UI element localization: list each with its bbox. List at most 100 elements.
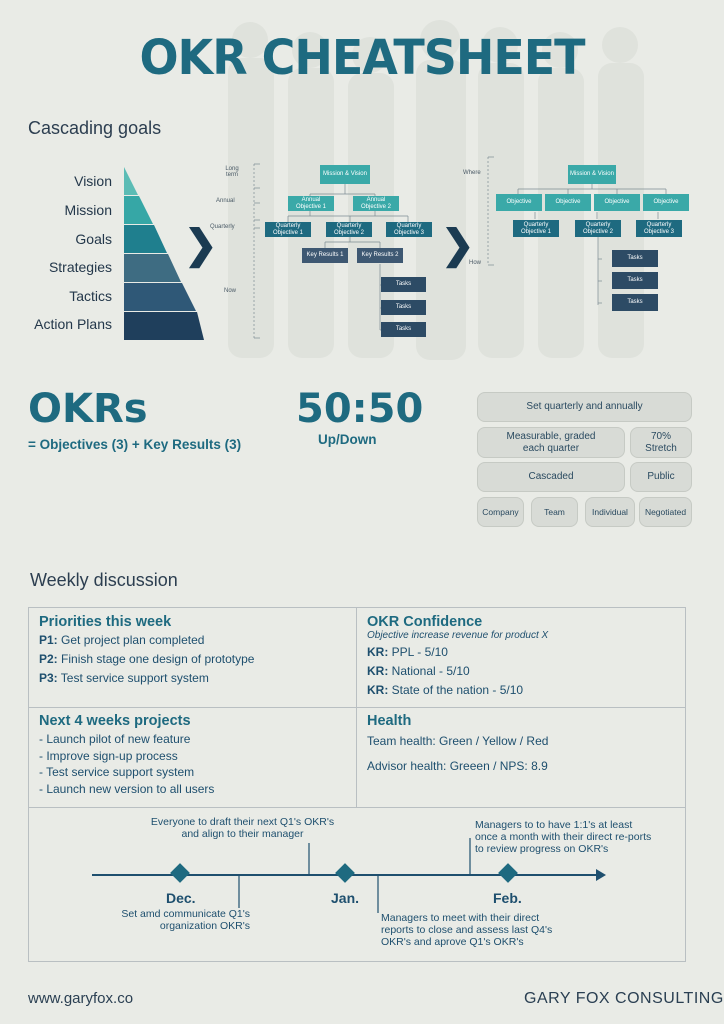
note-managers-meet: Managers to meet with their direct repor… — [381, 912, 553, 948]
tree-root: Mission & Vision — [320, 165, 370, 184]
right-task-3: Tasks — [612, 294, 658, 311]
note-communicate-okrs: Set amd communicate Q1's organization OK… — [121, 908, 250, 932]
advisor-health: Advisor health: Greeen / NPS: 8.9 — [367, 759, 548, 773]
pill-company: Company — [477, 497, 524, 527]
next4-panel: Next 4 weeks projects - Launch pilot of … — [39, 713, 349, 797]
timeline-marker-dec — [170, 863, 190, 883]
health-title: Health — [367, 713, 412, 729]
tree-key-results-2: Key Results 2 — [357, 248, 403, 263]
footer-brand: GARY FOX CONSULTING — [524, 990, 724, 1007]
priority-tag: P1: — [39, 633, 58, 647]
page-title: OKR CHEATSHEET — [139, 28, 585, 86]
priority-tag: P3: — [39, 671, 58, 685]
pyramid-label-goals: Goals — [75, 231, 112, 247]
health-panel: Health Team health: Green / Yellow / Red… — [367, 713, 677, 776]
pyramid-label-mission: Mission — [64, 202, 112, 218]
ratio-sub: Up/Down — [318, 432, 377, 447]
kr-text: State of the nation - 5/10 — [388, 683, 524, 697]
weekly-grid — [28, 607, 686, 962]
priorities-panel: Priorities this week P1: Get project pla… — [39, 614, 349, 688]
right-tree-lines — [487, 156, 667, 305]
right-task-2: Tasks — [612, 272, 658, 289]
right-objective-3: Objective — [594, 194, 640, 211]
left-tree-lines — [253, 163, 409, 339]
kr-tag: KR: — [367, 664, 389, 678]
confidence-subtitle: Objective increase revenue for product X — [367, 630, 549, 641]
note-draft-okrs: Everyone to draft their next Q1's OKR's … — [150, 816, 335, 840]
right-objective-1: Objective — [496, 194, 542, 211]
tree-quarterly-2: Quarterly Objective 2 — [326, 222, 372, 237]
priority-item: P1: Get project plan completed — [39, 631, 349, 650]
tree-task-2: Tasks — [381, 300, 426, 315]
month-feb: Feb. — [493, 890, 522, 906]
tree-key-results-1: Key Results 1 — [302, 248, 348, 263]
pill-negotiated: Negotiated — [639, 497, 692, 527]
tree-annual-2: Annual Objective 2 — [353, 196, 399, 211]
kr-text: PPL - 5/10 — [388, 645, 448, 659]
next4-item: - Launch pilot of new feature — [39, 732, 191, 746]
pill-measurable: Measurable, graded each quarter — [477, 427, 625, 458]
month-dec: Dec. — [166, 890, 196, 906]
priority-tag: P2: — [39, 652, 58, 666]
tree-quarterly-1: Quarterly Objective 1 — [265, 222, 311, 237]
axis-annual: Annual — [216, 198, 235, 204]
grid-divider-h2 — [28, 807, 686, 808]
kr-text: National - 5/10 — [388, 664, 470, 678]
next4-item: - Launch new version to all users — [39, 781, 215, 796]
kr-tag: KR: — [367, 683, 389, 697]
axis-where: Where — [463, 170, 481, 176]
pyramid-label-action-plans: Action Plans — [34, 316, 112, 332]
right-quarterly-2: Quarterly Objective 2 — [575, 220, 621, 237]
weekly-discussion-heading: Weekly discussion — [30, 570, 178, 590]
pyramid-label-strategies: Strategies — [48, 259, 112, 275]
priorities-title: Priorities this week — [39, 614, 172, 630]
okrs-heading: OKRs — [28, 386, 148, 432]
axis-long-term: Long term — [225, 166, 239, 178]
chevron-right-icon-2: ❯ — [441, 223, 475, 267]
pill-stretch: 70% Stretch — [630, 427, 692, 458]
right-objective-2: Objective — [545, 194, 591, 211]
kr-item: KR: State of the nation - 5/10 — [367, 681, 677, 700]
priority-item: P3: Test service support system — [39, 669, 349, 688]
right-objective-4: Objective — [643, 194, 689, 211]
next4-title: Next 4 weeks projects — [39, 713, 191, 729]
kr-item: KR: PPL - 5/10 — [367, 643, 677, 662]
cascading-goals-heading: Cascading goals — [28, 118, 162, 138]
pill-public: Public — [630, 462, 692, 492]
tree-annual-1: Annual Objective 1 — [288, 196, 334, 211]
timeline-marker-feb — [498, 863, 518, 883]
timeline-marker-jan — [335, 863, 355, 883]
pyramid-graphic — [124, 167, 204, 340]
right-tree-root: Mission & Vision — [568, 165, 616, 184]
priority-item: P2: Finish stage one design of prototype — [39, 650, 349, 669]
axis-now: Now — [224, 288, 237, 294]
timeline-graphic — [92, 838, 606, 913]
right-task-1: Tasks — [612, 250, 658, 267]
grid-divider-h1 — [28, 707, 686, 708]
confidence-title: OKR Confidence — [367, 614, 483, 630]
chevron-right-icon: ❯ — [184, 223, 218, 267]
tree-task-3: Tasks — [381, 322, 426, 337]
tree-task-1: Tasks — [381, 277, 426, 292]
pyramid-label-vision: Vision — [74, 173, 112, 189]
pill-cascaded: Cascaded — [477, 462, 625, 492]
right-quarterly-3: Quarterly Objective 3 — [636, 220, 682, 237]
team-health: Team health: Green / Yellow / Red — [367, 734, 549, 748]
pyramid-label-tactics: Tactics — [69, 288, 112, 304]
footer-website-link[interactable]: www.garyfox.co — [28, 990, 134, 1007]
kr-item: KR: National - 5/10 — [367, 662, 677, 681]
pill-set-quarterly: Set quarterly and annually — [477, 392, 692, 422]
axis-quarterly: Quarterly — [210, 224, 235, 230]
priority-text: Test service support system — [57, 671, 209, 685]
priority-text: Get project plan completed — [57, 633, 205, 647]
axis-how: How — [469, 260, 482, 266]
tree-quarterly-3: Quarterly Objective 3 — [386, 222, 432, 237]
priority-text: Finish stage one design of prototype — [57, 652, 255, 666]
ratio-value: 50:50 — [296, 386, 424, 432]
month-jan: Jan. — [331, 890, 360, 906]
kr-tag: KR: — [367, 645, 389, 659]
note-one-on-ones: Managers to to have 1:1's at least once … — [475, 819, 652, 855]
okrs-formula: = Objectives (3) + Key Results (3) — [28, 437, 242, 452]
next4-item: - Test service support system — [39, 765, 195, 779]
next4-item: - Improve sign-up process — [39, 748, 178, 763]
